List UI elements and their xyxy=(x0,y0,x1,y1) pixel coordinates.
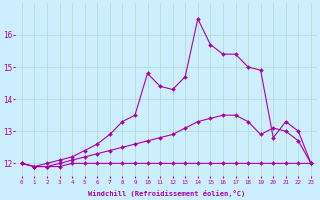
X-axis label: Windchill (Refroidissement éolien,°C): Windchill (Refroidissement éolien,°C) xyxy=(88,190,245,197)
